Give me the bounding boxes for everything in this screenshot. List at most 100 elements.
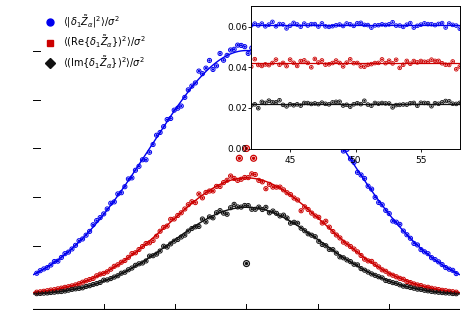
- Point: [177, 103, 185, 109]
- Point: [420, 21, 428, 26]
- Point: [311, 214, 319, 219]
- Point: [142, 241, 150, 246]
- Point: [142, 241, 150, 246]
- Point: [290, 20, 297, 26]
- Point: [276, 21, 283, 26]
- Point: [354, 21, 361, 26]
- Point: [304, 94, 312, 99]
- Point: [414, 282, 421, 287]
- Point: [343, 60, 350, 65]
- Point: [407, 280, 414, 285]
- Point: [361, 268, 368, 273]
- Point: [435, 259, 442, 265]
- Point: [139, 157, 146, 162]
- Point: [350, 262, 358, 267]
- Point: [428, 57, 435, 62]
- Point: [269, 19, 276, 25]
- Point: [343, 102, 350, 107]
- Point: [315, 60, 322, 65]
- Point: [378, 275, 386, 280]
- Point: [82, 278, 90, 283]
- Point: [343, 257, 351, 263]
- Point: [301, 100, 308, 106]
- Point: [286, 57, 294, 62]
- Point: [33, 271, 41, 276]
- Point: [156, 248, 164, 254]
- Point: [396, 23, 403, 28]
- Point: [293, 63, 301, 68]
- Point: [262, 24, 269, 29]
- Point: [318, 100, 326, 105]
- Point: [392, 102, 400, 108]
- Point: [410, 281, 418, 287]
- Point: [392, 274, 400, 279]
- Point: [382, 61, 389, 66]
- Point: [188, 226, 196, 231]
- Point: [243, 261, 250, 266]
- Point: [171, 108, 178, 113]
- Point: [357, 20, 365, 26]
- Point: [236, 156, 243, 161]
- Point: [407, 236, 414, 241]
- Point: [449, 22, 456, 27]
- Point: [336, 60, 343, 66]
- Point: [421, 249, 428, 255]
- Point: [181, 206, 189, 212]
- Point: [435, 58, 442, 64]
- Point: [293, 102, 301, 107]
- Point: [234, 43, 241, 48]
- Point: [442, 25, 449, 30]
- Point: [350, 23, 357, 28]
- Point: [343, 147, 351, 152]
- Point: [311, 108, 319, 113]
- Point: [308, 233, 316, 238]
- Point: [449, 291, 456, 296]
- Point: [252, 48, 259, 53]
- Point: [262, 50, 270, 55]
- Point: [160, 225, 167, 230]
- Point: [47, 287, 55, 293]
- Point: [368, 103, 375, 108]
- Point: [368, 186, 375, 192]
- Point: [82, 278, 90, 283]
- Point: [357, 101, 365, 107]
- Point: [72, 282, 79, 287]
- Point: [428, 22, 435, 27]
- Point: [128, 251, 136, 256]
- Point: [177, 234, 185, 240]
- Point: [287, 68, 294, 74]
- Point: [269, 184, 277, 190]
- Point: [61, 251, 69, 256]
- Point: [167, 241, 174, 246]
- Point: [132, 263, 139, 268]
- Point: [301, 204, 309, 209]
- Point: [396, 102, 403, 108]
- Point: [428, 255, 435, 260]
- Point: [361, 176, 368, 181]
- Point: [428, 289, 435, 294]
- Point: [33, 290, 41, 295]
- Point: [378, 57, 386, 62]
- Point: [438, 20, 446, 26]
- Point: [438, 262, 446, 267]
- Point: [247, 23, 255, 28]
- Point: [414, 23, 421, 28]
- Point: [392, 274, 400, 279]
- Point: [258, 99, 265, 104]
- Point: [452, 271, 460, 276]
- Point: [371, 273, 379, 278]
- Point: [153, 234, 160, 239]
- Point: [322, 62, 329, 67]
- Point: [202, 190, 210, 195]
- Point: [230, 176, 238, 181]
- Point: [206, 214, 213, 219]
- Point: [223, 212, 231, 217]
- Point: [382, 22, 389, 27]
- Point: [304, 23, 311, 28]
- Point: [364, 23, 372, 28]
- Point: [280, 64, 287, 69]
- Point: [118, 190, 125, 195]
- Point: [290, 20, 297, 26]
- Point: [414, 242, 421, 247]
- Point: [382, 22, 389, 27]
